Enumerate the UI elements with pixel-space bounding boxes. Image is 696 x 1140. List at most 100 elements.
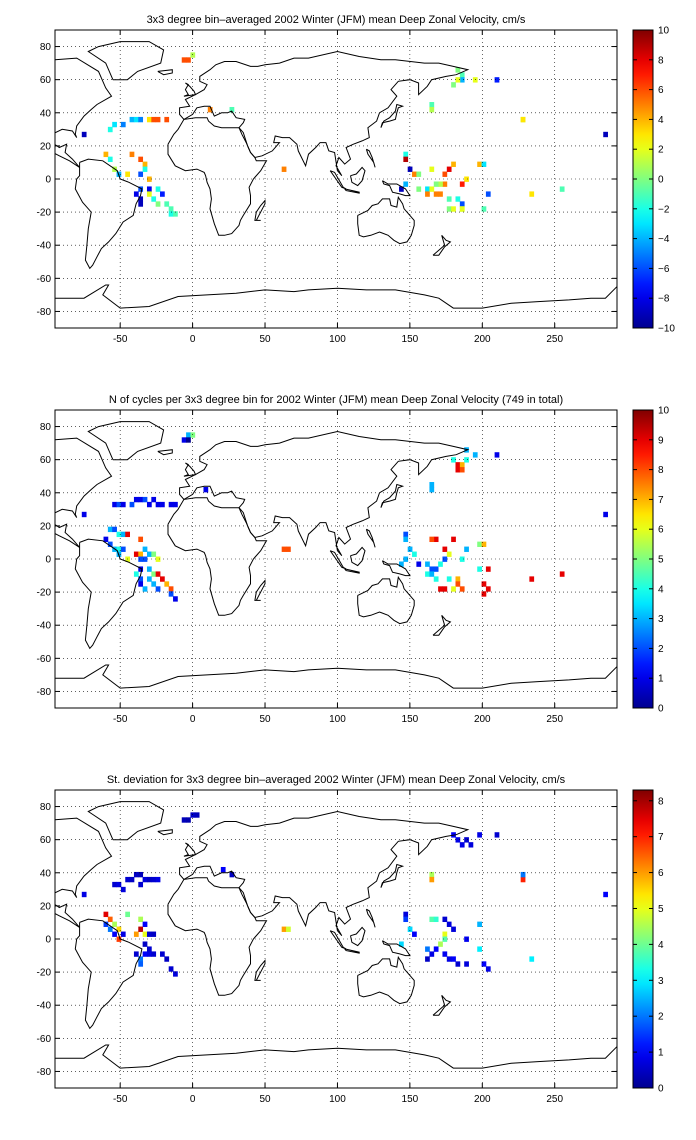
data-bin [146,191,152,197]
data-bin [520,876,526,883]
data-bin [160,501,165,508]
x-tick-label: 100 [329,1094,346,1105]
data-bin [229,871,235,878]
y-tick-label: 0 [45,935,51,946]
y-tick-label: 20 [40,141,52,152]
data-bin [451,586,456,592]
data-bin [425,946,430,952]
colorbar-tick-label: 5 [658,555,664,566]
data-bin [529,191,535,197]
data-bin [181,437,187,443]
y-tick-label: -20 [37,208,52,219]
coastline [74,538,143,650]
data-bin [155,186,161,192]
data-bin [403,911,409,918]
coastline [183,462,197,477]
data-bin [151,496,157,503]
x-tick-label: 50 [259,1094,271,1105]
data-bin [120,121,126,128]
data-bin [116,936,122,942]
data-bin [451,536,456,543]
data-bin [151,116,157,123]
data-bin [168,591,174,597]
y-tick-label: 0 [45,175,51,186]
data-bin [220,866,226,873]
data-bin [129,501,135,508]
data-bin [429,871,435,878]
y-tick-label: 80 [40,802,52,813]
data-bin [442,546,448,552]
coastline [87,41,165,81]
data-bin [442,586,448,592]
coastline [432,614,452,636]
colorbar: 8 7 6 5 4 3 2 1 0 [632,789,664,1095]
data-bin [146,876,152,883]
data-bin [203,486,209,493]
data-bin [138,961,144,967]
data-bin [446,206,452,212]
data-bin [416,171,422,177]
data-bin [481,161,487,167]
data-bin [464,546,469,552]
colorbar-tick-label: 10 [658,406,670,417]
data-bin [142,166,148,172]
data-bin [138,566,144,572]
data-bin [133,571,139,577]
data-bin [481,581,487,587]
colorbar-tick-label: 3 [658,614,664,625]
chart-panel-2: N of cycles per 3x3 degree bin for 2002 … [37,394,670,725]
data-bin [155,571,161,577]
data-bin [429,166,435,172]
colorbar-tick-label: 2 [658,1012,664,1023]
coastline [87,421,165,461]
coastline [254,199,266,221]
coastline [365,528,376,548]
colorbar-tick-label: 4 [658,115,664,126]
data-bin [429,186,435,192]
y-tick-label: 60 [40,75,52,86]
data-bin [138,496,144,503]
colorbar-tick-label: 0 [658,1084,664,1095]
data-bins [81,52,608,217]
data-bin [164,956,170,962]
data-bin [190,52,196,58]
data-bin [529,956,535,962]
coastline [55,1044,617,1069]
colorbar-tick-label: 7 [658,495,664,506]
data-bin [146,176,152,182]
colorbar-tick-label: −4 [658,234,670,245]
coastline [344,188,360,194]
data-bin [103,536,109,543]
data-bin [451,926,456,932]
coastline [344,948,360,954]
y-tick-label: -40 [37,241,52,252]
x-tick-label: 250 [546,1094,563,1105]
data-bin [429,951,435,957]
data-bin [142,161,148,167]
data-bin [138,556,144,562]
data-bin [107,156,113,163]
data-bin [120,501,126,508]
x-tick-label: 250 [546,334,563,345]
data-bin [151,581,157,587]
data-bin [425,191,430,197]
data-bin [112,931,117,937]
coastline [365,908,376,928]
data-bin [442,916,448,923]
data-bin [455,77,461,83]
data-bin [459,842,465,848]
data-bin [107,926,113,932]
coastline [87,801,165,841]
data-bin [168,501,174,508]
data-bin [125,171,130,177]
data-bin [133,931,139,937]
data-bin [455,196,461,202]
data-bin [403,181,409,187]
data-bin [138,871,144,878]
data-bin [164,581,170,587]
y-tick-label: -80 [37,307,52,318]
coastline [157,69,173,76]
chart-title: 3x3 degree bin–averaged 2002 Winter (JFM… [147,14,526,26]
data-bin [438,181,443,187]
